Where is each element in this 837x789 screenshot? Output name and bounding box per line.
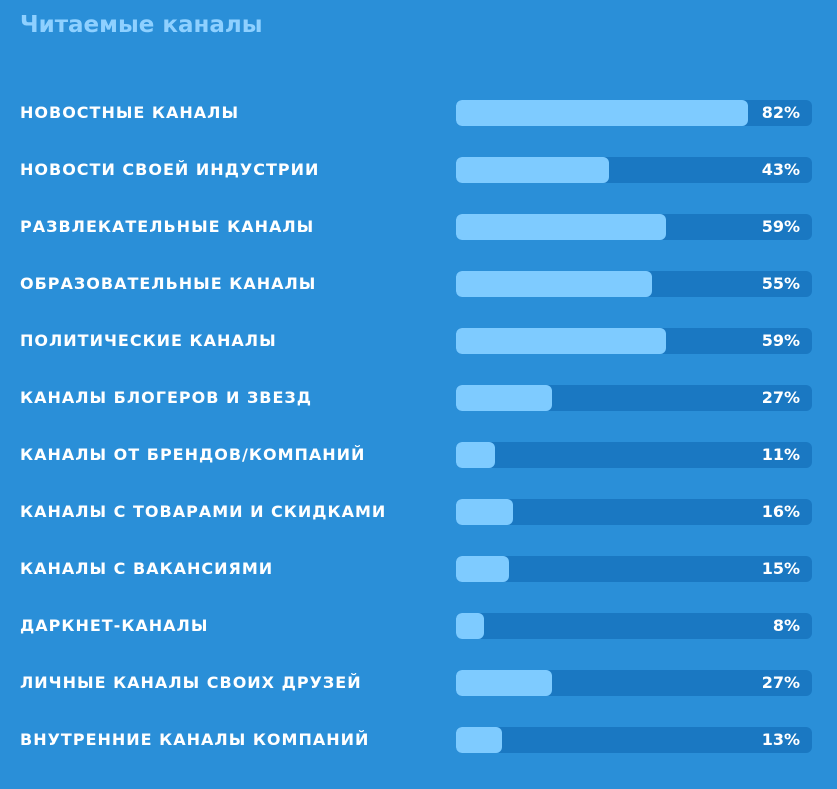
value-label: 16%: [761, 502, 800, 521]
value-label: 27%: [761, 388, 800, 407]
bar-row: ОБРАЗОВАТЕЛЬНЫЕ КАНАЛЫ 55%: [0, 271, 837, 297]
bar-track: [456, 727, 812, 753]
bar-track: [456, 271, 812, 297]
bar-track: [456, 328, 812, 354]
bar-track: [456, 157, 812, 183]
value-label: 59%: [761, 331, 800, 350]
category-label: КАНАЛЫ ОТ БРЕНДОВ/КОМПАНИЙ: [20, 445, 366, 464]
bar-track: [456, 100, 812, 126]
bar-fill: [456, 499, 513, 525]
bar-row: ДАРКНЕТ-КАНАЛЫ 8%: [0, 613, 837, 639]
bar-fill: [456, 670, 552, 696]
bar-fill: [456, 613, 484, 639]
bar-fill: [456, 100, 748, 126]
value-label: 43%: [761, 160, 800, 179]
bar-track: [456, 214, 812, 240]
bar-fill: [456, 328, 666, 354]
value-label: 8%: [772, 616, 800, 635]
bar-fill: [456, 442, 495, 468]
bar-row: РАЗВЛЕКАТЕЛЬНЫЕ КАНАЛЫ 59%: [0, 214, 837, 240]
category-label: КАНАЛЫ С ВАКАНСИЯМИ: [20, 559, 274, 578]
category-label: ОБРАЗОВАТЕЛЬНЫЕ КАНАЛЫ: [20, 274, 317, 293]
bar-fill: [456, 727, 502, 753]
chart-title: Читаемые каналы: [20, 12, 263, 38]
category-label: НОВОСТИ СВОЕЙ ИНДУСТРИИ: [20, 160, 320, 179]
bar-row: ВНУТРЕННИЕ КАНАЛЫ КОМПАНИЙ 13%: [0, 727, 837, 753]
bar-track: [456, 613, 812, 639]
value-label: 27%: [761, 673, 800, 692]
value-label: 13%: [761, 730, 800, 749]
category-label: РАЗВЛЕКАТЕЛЬНЫЕ КАНАЛЫ: [20, 217, 315, 236]
category-label: НОВОСТНЫЕ КАНАЛЫ: [20, 103, 240, 122]
bar-track: [456, 442, 812, 468]
category-label: ПОЛИТИЧЕСКИЕ КАНАЛЫ: [20, 331, 277, 350]
bar-row: КАНАЛЫ БЛОГЕРОВ И ЗВЕЗД 27%: [0, 385, 837, 411]
value-label: 59%: [761, 217, 800, 236]
value-label: 55%: [761, 274, 800, 293]
category-label: КАНАЛЫ БЛОГЕРОВ И ЗВЕЗД: [20, 388, 313, 407]
bar-row: КАНАЛЫ С ВАКАНСИЯМИ 15%: [0, 556, 837, 582]
bar-fill: [456, 271, 652, 297]
category-label: ЛИЧНЫЕ КАНАЛЫ СВОИХ ДРУЗЕЙ: [20, 673, 362, 692]
bar-row: КАНАЛЫ С ТОВАРАМИ И СКИДКАМИ 16%: [0, 499, 837, 525]
bar-fill: [456, 157, 609, 183]
bar-row: КАНАЛЫ ОТ БРЕНДОВ/КОМПАНИЙ 11%: [0, 442, 837, 468]
bar-row: ЛИЧНЫЕ КАНАЛЫ СВОИХ ДРУЗЕЙ 27%: [0, 670, 837, 696]
bar-row: НОВОСТИ СВОЕЙ ИНДУСТРИИ 43%: [0, 157, 837, 183]
category-label: ВНУТРЕННИЕ КАНАЛЫ КОМПАНИЙ: [20, 730, 370, 749]
bar-row: ПОЛИТИЧЕСКИЕ КАНАЛЫ 59%: [0, 328, 837, 354]
bar-fill: [456, 556, 509, 582]
bar-track: [456, 670, 812, 696]
value-label: 82%: [761, 103, 800, 122]
category-label: КАНАЛЫ С ТОВАРАМИ И СКИДКАМИ: [20, 502, 387, 521]
bar-fill: [456, 385, 552, 411]
bar-track: [456, 385, 812, 411]
bar-row: НОВОСТНЫЕ КАНАЛЫ 82%: [0, 100, 837, 126]
bar-track: [456, 499, 812, 525]
value-label: 15%: [761, 559, 800, 578]
value-label: 11%: [761, 445, 800, 464]
category-label: ДАРКНЕТ-КАНАЛЫ: [20, 616, 209, 635]
bar-fill: [456, 214, 666, 240]
bar-track: [456, 556, 812, 582]
